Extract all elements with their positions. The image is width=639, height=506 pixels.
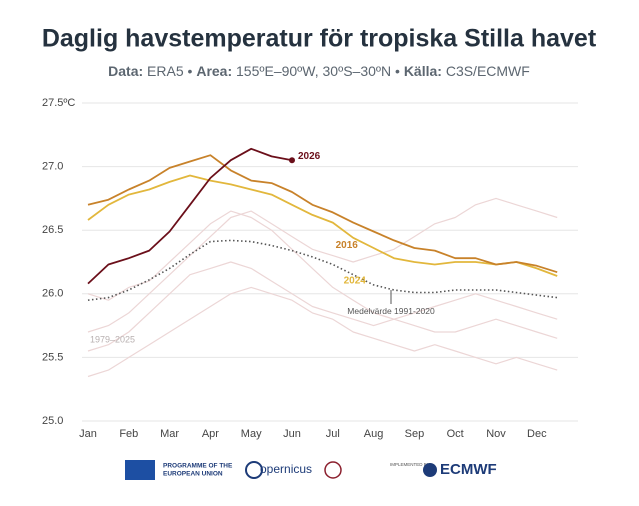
y-tick-label: 25.0 <box>42 415 63 427</box>
series-label: 2016 <box>336 240 359 251</box>
footer-text: ECMWF <box>440 461 497 478</box>
subtitle-part: ERA5 • <box>143 63 196 79</box>
series-line <box>87 147 293 285</box>
y-tick-label: 26.0 <box>42 288 63 300</box>
y-tick-label: 26.5 <box>42 224 63 236</box>
x-tick-label: Dec <box>527 428 547 440</box>
x-tick-label: Mar <box>160 428 179 440</box>
line <box>87 197 558 333</box>
series-line <box>87 154 558 274</box>
line <box>87 239 558 301</box>
series-label: 2024 <box>344 276 367 287</box>
subtitle-part: 155ºE–90ºW, 30ºS–30ºN • <box>232 63 404 79</box>
x-tick-label: Aug <box>364 428 384 440</box>
x-tick-label: Feb <box>119 428 138 440</box>
footer-text: PROGRAMME OF THE <box>163 463 233 470</box>
chart-subtitle: Data: ERA5 • Area: 155ºE–90ºW, 30ºS–30ºN… <box>108 63 530 79</box>
annotation: Medelvärde 1991-2020 <box>347 306 435 316</box>
subtitle-part: Källa: <box>404 63 442 79</box>
x-tick-label: Jul <box>326 428 340 440</box>
eu-flag <box>125 460 155 480</box>
copernicus-c <box>245 461 263 479</box>
x-tick-label: Nov <box>486 428 506 440</box>
subtitle-part: C3S/ECMWF <box>442 63 530 79</box>
line <box>87 210 558 339</box>
x-tick-label: May <box>241 428 262 440</box>
y-tick-label: 27.0 <box>42 161 63 173</box>
subtitle-part: Area: <box>196 63 232 79</box>
eu-logo <box>125 460 155 480</box>
c3s-logo <box>324 461 342 479</box>
footer-text: IMPLEMENTED BY <box>390 462 430 467</box>
x-tick-label: Oct <box>447 428 464 440</box>
chart-title: Daglig havstemperatur för tropiska Still… <box>42 25 597 53</box>
line <box>87 286 558 378</box>
ecmwf-icon <box>423 463 437 477</box>
x-tick-label: Sep <box>405 428 425 440</box>
series-line <box>87 174 558 277</box>
series-label: 2026 <box>298 151 321 162</box>
footer-text: EUROPEAN UNION <box>163 471 223 478</box>
y-tick-label: 25.5 <box>42 351 63 363</box>
footer-text: opernicus <box>260 462 312 476</box>
subtitle-part: Data: <box>108 63 143 79</box>
line <box>87 261 558 352</box>
x-tick-label: Jun <box>283 428 301 440</box>
annotation: 1979–2025 <box>90 334 135 344</box>
x-tick-label: Apr <box>202 428 219 440</box>
end-dot <box>289 157 295 164</box>
y-tick-label: 27.5ºC <box>42 97 75 109</box>
x-tick-label: Jan <box>79 428 97 440</box>
